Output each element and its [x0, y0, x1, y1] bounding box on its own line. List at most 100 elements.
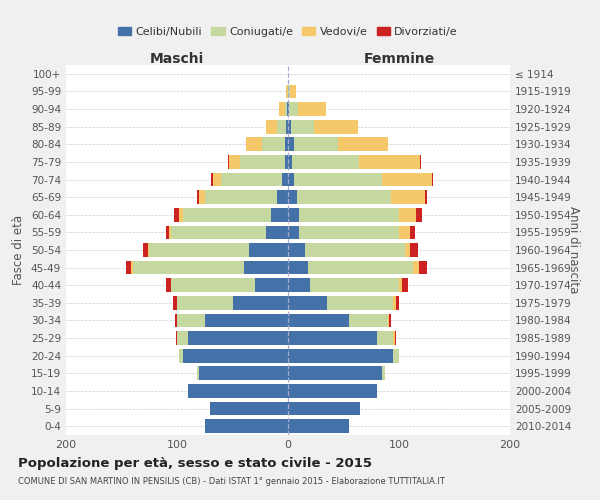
Bar	[182, 349, 288, 362]
Bar	[288, 314, 349, 328]
Bar	[166, 226, 169, 239]
Bar	[432, 172, 433, 186]
Bar	[290, 84, 296, 98]
Bar	[413, 260, 419, 274]
Bar	[404, 243, 410, 257]
Bar	[288, 226, 299, 239]
Bar	[246, 138, 262, 151]
Bar	[149, 243, 249, 257]
Bar	[308, 260, 413, 274]
Bar	[292, 155, 359, 169]
Bar	[262, 138, 284, 151]
Bar	[177, 296, 233, 310]
Bar	[288, 120, 292, 134]
Bar	[177, 314, 205, 328]
Bar	[283, 172, 288, 186]
Bar	[394, 349, 399, 362]
Bar	[382, 366, 385, 380]
Bar	[175, 314, 177, 328]
Bar	[288, 155, 292, 169]
Bar	[359, 155, 420, 169]
Bar	[205, 420, 288, 433]
Bar	[284, 102, 287, 116]
Bar	[288, 366, 382, 380]
Bar	[179, 208, 182, 222]
Bar	[394, 331, 395, 345]
Bar	[288, 349, 394, 362]
Bar	[395, 296, 399, 310]
Bar	[179, 349, 182, 362]
Bar	[292, 120, 314, 134]
Bar	[271, 208, 288, 222]
Bar	[293, 172, 382, 186]
Bar	[131, 260, 133, 274]
Bar	[314, 120, 358, 134]
Bar	[419, 260, 427, 274]
Bar	[277, 190, 288, 204]
Bar	[288, 138, 293, 151]
Bar	[172, 226, 266, 239]
Bar	[288, 384, 377, 398]
Bar	[166, 278, 172, 292]
Bar	[403, 278, 408, 292]
Bar	[338, 138, 388, 151]
Bar	[310, 278, 399, 292]
Bar	[126, 260, 131, 274]
Bar	[173, 296, 177, 310]
Bar	[211, 172, 212, 186]
Bar	[229, 155, 240, 169]
Bar	[221, 172, 283, 186]
Bar	[288, 296, 327, 310]
Bar	[288, 420, 349, 433]
Bar	[266, 226, 288, 239]
Bar	[211, 402, 288, 415]
Bar	[182, 208, 271, 222]
Bar	[244, 260, 288, 274]
Bar	[197, 366, 199, 380]
Bar	[399, 208, 416, 222]
Bar	[199, 190, 205, 204]
Bar	[133, 260, 244, 274]
Bar	[410, 226, 415, 239]
Bar	[399, 278, 403, 292]
Bar	[172, 278, 254, 292]
Bar	[425, 190, 427, 204]
Bar	[284, 155, 288, 169]
Bar	[143, 243, 148, 257]
Bar	[298, 102, 326, 116]
Bar	[416, 208, 422, 222]
Bar	[233, 296, 288, 310]
Bar	[288, 190, 297, 204]
Bar	[377, 331, 394, 345]
Bar	[389, 314, 391, 328]
Bar	[288, 102, 289, 116]
Bar	[288, 243, 305, 257]
Bar	[391, 190, 425, 204]
Bar	[305, 243, 404, 257]
Bar	[254, 278, 288, 292]
Bar	[212, 172, 221, 186]
Bar	[266, 120, 277, 134]
Bar	[240, 155, 284, 169]
Bar	[277, 120, 286, 134]
Legend: Celibi/Nubili, Coniugati/e, Vedovi/e, Divorziati/e: Celibi/Nubili, Coniugati/e, Vedovi/e, Di…	[113, 22, 463, 42]
Y-axis label: Anni di nascita: Anni di nascita	[567, 206, 580, 294]
Bar	[299, 226, 399, 239]
Bar	[148, 243, 149, 257]
Bar	[169, 226, 172, 239]
Bar	[420, 155, 421, 169]
Bar	[176, 331, 177, 345]
Bar	[288, 84, 290, 98]
Bar	[173, 208, 179, 222]
Bar	[394, 296, 395, 310]
Y-axis label: Fasce di età: Fasce di età	[13, 215, 25, 285]
Bar	[279, 102, 284, 116]
Text: COMUNE DI SAN MARTINO IN PENSILIS (CB) - Dati ISTAT 1° gennaio 2015 - Elaborazio: COMUNE DI SAN MARTINO IN PENSILIS (CB) -…	[18, 478, 445, 486]
Bar	[410, 243, 418, 257]
Text: Popolazione per età, sesso e stato civile - 2015: Popolazione per età, sesso e stato civil…	[18, 458, 372, 470]
Text: Femmine: Femmine	[364, 52, 434, 66]
Bar	[293, 138, 338, 151]
Bar	[349, 314, 388, 328]
Bar	[382, 172, 432, 186]
Bar	[177, 331, 188, 345]
